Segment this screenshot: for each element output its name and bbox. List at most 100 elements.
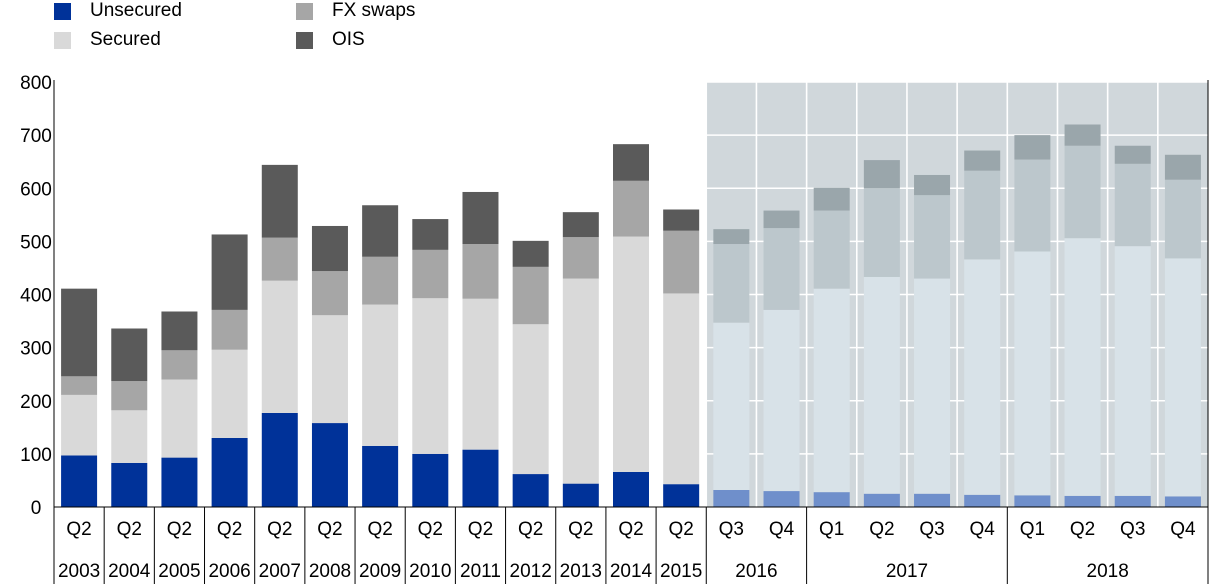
- y-tick-label-400: 400: [20, 286, 52, 307]
- bar-ois-q3-2016: [713, 229, 750, 245]
- x-tick-year-label: 2015: [660, 561, 702, 582]
- bar-ois-q2-2013: [562, 212, 599, 238]
- bar-ois-q4-2017: [964, 150, 1001, 171]
- bar-fx-swaps-q4-2017: [964, 170, 1001, 260]
- legend-label-ois: OIS: [332, 29, 365, 50]
- bar-fx-swaps-q2-2017: [863, 188, 900, 277]
- bar-fx-swaps-q2-2007: [261, 237, 298, 281]
- legend-swatch-unsecured: [54, 3, 71, 20]
- bar-ois-q2-2005: [161, 311, 198, 351]
- bar-fx-swaps-q4-2018: [1164, 179, 1201, 259]
- legend-swatch-fx-swaps: [296, 3, 313, 20]
- y-tick-label-700: 700: [20, 126, 52, 147]
- bar-secured-q2-2014: [613, 236, 649, 472]
- x-tick-quarter-label: Q2: [1070, 519, 1095, 540]
- bar-unsecured-q4-2017: [964, 494, 1001, 507]
- bar-ois-q2-2018: [1064, 124, 1101, 146]
- legend-label-unsecured: Unsecured: [90, 0, 182, 21]
- bar-fx-swaps-q2-2008: [311, 271, 348, 316]
- bar-secured-q1-2017: [813, 288, 850, 493]
- bar-secured-q2-2006: [211, 349, 248, 438]
- bar-unsecured-q2-2018: [1064, 495, 1101, 507]
- bar-ois-q2-2004: [111, 328, 148, 382]
- bar-unsecured-q2-2017: [863, 493, 900, 507]
- bar-unsecured-q2-2004: [111, 462, 148, 507]
- x-tick-quarter-label: Q1: [819, 519, 844, 540]
- x-tick-year-label: 2009: [359, 561, 401, 582]
- bar-unsecured-q2-2007: [261, 412, 298, 507]
- bar-unsecured-q1-2018: [1014, 495, 1051, 507]
- bar-ois-q2-2006: [211, 234, 248, 310]
- bar-unsecured-q3-2018: [1114, 495, 1151, 507]
- x-tick-year-label: 2010: [409, 561, 451, 582]
- bar-secured-q4-2016: [763, 309, 800, 492]
- bar-secured-q1-2018: [1014, 251, 1051, 496]
- bar-fx-swaps-q1-2017: [813, 210, 850, 289]
- y-tick-label-100: 100: [20, 445, 52, 466]
- bar-fx-swaps-q4-2016: [763, 228, 800, 310]
- x-tick-quarter-label: Q2: [468, 519, 493, 540]
- x-tick-year-group-label: 2018: [1087, 561, 1129, 582]
- x-tick-quarter-label: Q2: [217, 519, 242, 540]
- bar-fx-swaps-q2-2014: [613, 180, 649, 237]
- x-tick-year-group-label: 2017: [886, 561, 928, 582]
- x-tick-quarter-label: Q2: [317, 519, 342, 540]
- bar-unsecured-q2-2008: [311, 423, 348, 507]
- x-tick-quarter-label: Q2: [568, 519, 593, 540]
- bar-secured-q2-2007: [261, 280, 298, 413]
- bar-fx-swaps-q2-2005: [161, 350, 198, 380]
- bar-fx-swaps-q1-2018: [1014, 159, 1051, 252]
- bar-ois-q2-2009: [362, 205, 399, 257]
- bar-fx-swaps-q3-2018: [1114, 163, 1151, 247]
- bar-unsecured-q1-2017: [813, 492, 850, 507]
- x-tick-quarter-label: Q2: [668, 519, 693, 540]
- bar-ois-q2-2008: [311, 225, 348, 272]
- bar-unsecured-q2-2006: [211, 437, 248, 507]
- bar-unsecured-q4-2016: [763, 491, 800, 507]
- x-tick-quarter-label: Q2: [518, 519, 543, 540]
- bar-fx-swaps-q2-2012: [512, 266, 549, 325]
- bar-ois-q2-2003: [61, 288, 98, 377]
- bar-secured-q2-2010: [412, 298, 449, 454]
- bar-secured-q3-2016: [713, 322, 750, 490]
- x-tick-year-label: 2004: [108, 561, 151, 582]
- bar-secured-q2-2013: [562, 278, 599, 484]
- x-tick-year-label: 2013: [560, 561, 602, 582]
- bar-fx-swaps-q2-2003: [61, 376, 98, 395]
- x-tick-year-label: 2014: [610, 561, 653, 582]
- bar-ois-q4-2018: [1164, 154, 1201, 180]
- bar-secured-q2-2008: [311, 315, 348, 424]
- x-tick-quarter-label: Q4: [970, 519, 996, 540]
- bar-fx-swaps-q2-2006: [211, 309, 248, 350]
- bar-secured-q2-2011: [462, 298, 499, 450]
- bar-ois-q3-2017: [914, 174, 951, 196]
- x-tick-year-label: 2003: [58, 561, 100, 582]
- bar-unsecured-q2-2012: [512, 474, 549, 507]
- bar-unsecured-q2-2003: [61, 455, 98, 507]
- bar-secured-q2-2009: [362, 304, 399, 446]
- x-tick-year-label: 2011: [460, 561, 501, 582]
- x-tick-year-label: 2006: [208, 561, 250, 582]
- bar-ois-q2-2015: [663, 209, 700, 231]
- x-tick-quarter-label: Q3: [719, 519, 744, 540]
- y-tick-label-800: 800: [20, 73, 52, 94]
- bar-secured-q2-2012: [512, 324, 549, 475]
- bar-unsecured-q2-2014: [613, 471, 649, 507]
- y-tick-label-0: 0: [31, 498, 42, 519]
- x-tick-quarter-label: Q2: [66, 519, 91, 540]
- bar-unsecured-q2-2009: [362, 445, 399, 507]
- bar-ois-q2-2011: [462, 191, 499, 245]
- bar-unsecured-q2-2015: [663, 484, 700, 507]
- bar-unsecured-q3-2017: [914, 493, 951, 507]
- y-tick-label-200: 200: [20, 392, 52, 413]
- x-tick-quarter-label: Q1: [1020, 519, 1045, 540]
- y-tick-label-300: 300: [20, 339, 52, 360]
- bar-unsecured-q2-2011: [462, 449, 499, 507]
- bar-secured-q2-2018: [1064, 238, 1101, 496]
- bar-unsecured-q3-2016: [713, 490, 750, 507]
- bar-unsecured-q4-2018: [1164, 496, 1201, 507]
- bar-ois-q2-2017: [863, 160, 900, 189]
- bar-ois-q2-2014: [613, 144, 649, 181]
- bar-secured-q3-2018: [1114, 246, 1151, 496]
